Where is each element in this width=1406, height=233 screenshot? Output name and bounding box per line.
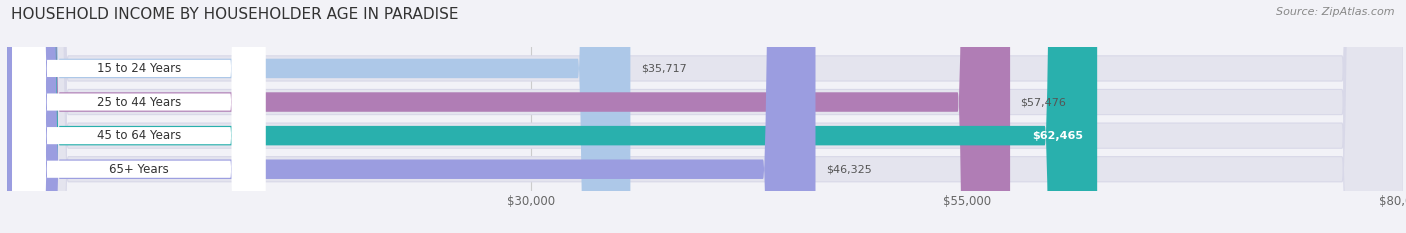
Text: 15 to 24 Years: 15 to 24 Years xyxy=(97,62,181,75)
FancyBboxPatch shape xyxy=(7,0,1403,233)
FancyBboxPatch shape xyxy=(7,0,1403,233)
Text: 25 to 44 Years: 25 to 44 Years xyxy=(97,96,181,109)
Text: $46,325: $46,325 xyxy=(825,164,872,174)
Text: 45 to 64 Years: 45 to 64 Years xyxy=(97,129,181,142)
Text: $35,717: $35,717 xyxy=(641,63,686,73)
FancyBboxPatch shape xyxy=(7,0,630,233)
FancyBboxPatch shape xyxy=(13,0,266,233)
FancyBboxPatch shape xyxy=(7,0,815,233)
Text: HOUSEHOLD INCOME BY HOUSEHOLDER AGE IN PARADISE: HOUSEHOLD INCOME BY HOUSEHOLDER AGE IN P… xyxy=(11,7,458,22)
Text: $62,465: $62,465 xyxy=(1032,131,1083,141)
Text: Source: ZipAtlas.com: Source: ZipAtlas.com xyxy=(1277,7,1395,17)
FancyBboxPatch shape xyxy=(7,0,1403,233)
FancyBboxPatch shape xyxy=(7,0,1097,233)
Text: $57,476: $57,476 xyxy=(1021,97,1066,107)
FancyBboxPatch shape xyxy=(7,0,1010,233)
FancyBboxPatch shape xyxy=(13,0,266,233)
Text: 65+ Years: 65+ Years xyxy=(108,163,169,176)
FancyBboxPatch shape xyxy=(13,0,266,233)
FancyBboxPatch shape xyxy=(7,0,1403,233)
FancyBboxPatch shape xyxy=(13,0,266,233)
